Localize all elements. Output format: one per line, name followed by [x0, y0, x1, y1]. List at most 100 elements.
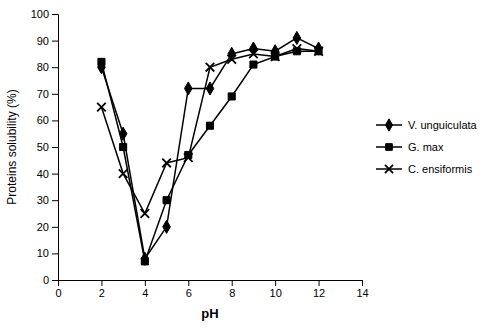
tick-mark — [52, 174, 58, 175]
legend-label: V. unguiculata — [408, 119, 478, 131]
tick: 40 — [37, 168, 58, 180]
tick-mark — [52, 253, 58, 254]
tick: 100 — [31, 8, 58, 20]
plot: 0 2 4 6 8 10 12 14 0 10 20 30 40 50 60 70 80 90 100 — [31, 8, 369, 299]
line — [101, 51, 318, 261]
tick-label: 8 — [229, 287, 235, 299]
point — [315, 42, 323, 55]
point — [228, 93, 235, 100]
tick-mark — [52, 94, 58, 95]
point — [271, 52, 280, 61]
tick-label: 14 — [356, 287, 368, 299]
series-layer — [97, 31, 323, 265]
point — [162, 159, 171, 168]
point — [119, 169, 128, 178]
tick-mark — [362, 280, 363, 286]
tick: 0 — [55, 280, 61, 299]
tick-mark — [52, 14, 58, 15]
point — [120, 143, 127, 150]
tick-label: 30 — [37, 194, 49, 206]
y-axis-title: Proteins solubility (%) — [5, 89, 19, 204]
point — [97, 103, 106, 112]
point — [141, 209, 150, 218]
tick: 60 — [37, 114, 58, 126]
tick-label: 0 — [55, 287, 61, 299]
tick: 6 — [186, 280, 192, 299]
chart: 0 2 4 6 8 10 12 14 0 10 20 30 40 50 60 70 80 90 100 pH Prote… — [0, 0, 500, 328]
point — [293, 31, 301, 44]
legend-item: G. max — [376, 141, 444, 153]
tick: 2 — [99, 280, 105, 299]
axis-line — [52, 15, 59, 281]
tick-label: 60 — [37, 114, 49, 126]
series — [98, 31, 323, 265]
axis-line — [59, 281, 363, 287]
x-axis-title: pH — [201, 306, 218, 321]
tick-mark — [188, 280, 189, 286]
tick-mark — [52, 120, 58, 121]
legend-label: G. max — [408, 141, 444, 153]
point — [98, 58, 105, 65]
line — [101, 49, 318, 214]
legend: V. unguiculata G. max C. ensiformis — [376, 119, 478, 175]
point — [227, 55, 236, 64]
y-axis: 0 10 20 30 40 50 60 70 80 90 100 — [31, 8, 59, 286]
line — [101, 38, 318, 259]
tick-mark — [52, 67, 58, 68]
point — [163, 197, 170, 204]
legend-marker — [385, 165, 393, 173]
tick: 12 — [313, 280, 325, 299]
legend-item: C. ensiformis — [376, 163, 473, 175]
tick-label: 10 — [37, 247, 49, 259]
x-axis: 0 2 4 6 8 10 12 14 — [55, 280, 368, 299]
point — [250, 61, 257, 68]
point — [163, 220, 171, 233]
tick-label: 20 — [37, 221, 49, 233]
tick-label: 2 — [99, 287, 105, 299]
tick: 70 — [37, 88, 58, 100]
tick-mark — [275, 280, 276, 286]
point — [206, 82, 214, 95]
point — [314, 47, 323, 56]
tick-mark — [232, 280, 233, 286]
point — [249, 50, 258, 59]
tick-label: 50 — [37, 141, 49, 153]
tick-label: 100 — [31, 8, 49, 20]
tick-label: 0 — [43, 274, 49, 286]
point — [184, 82, 192, 95]
tick: 30 — [37, 194, 58, 206]
legend-marker — [386, 144, 393, 151]
tick-label: 40 — [37, 168, 49, 180]
tick-label: 10 — [270, 287, 282, 299]
point — [206, 122, 213, 129]
tick-mark — [52, 147, 58, 148]
tick-mark — [52, 41, 58, 42]
series — [97, 44, 323, 218]
tick-label: 6 — [186, 287, 192, 299]
tick-mark — [52, 200, 58, 201]
tick: 20 — [37, 221, 58, 233]
tick: 50 — [37, 141, 58, 153]
tick-label: 80 — [37, 61, 49, 73]
tick: 8 — [229, 280, 235, 299]
tick-mark — [101, 280, 102, 286]
point — [293, 44, 302, 53]
tick-label: 12 — [313, 287, 325, 299]
tick: 14 — [356, 280, 368, 299]
point — [141, 258, 148, 265]
tick: 4 — [142, 280, 148, 299]
tick-label: 4 — [142, 287, 148, 299]
point — [184, 153, 193, 162]
tick: 90 — [37, 35, 58, 47]
tick-mark — [52, 227, 58, 228]
tick-mark — [52, 280, 58, 281]
legend-label: C. ensiformis — [408, 163, 473, 175]
legend-item: V. unguiculata — [376, 119, 478, 131]
legend-marker — [385, 119, 392, 131]
tick: 0 — [43, 274, 58, 286]
tick-label: 70 — [37, 88, 49, 100]
tick-mark — [319, 280, 320, 286]
tick-mark — [145, 280, 146, 286]
series — [98, 48, 322, 265]
point — [206, 63, 215, 72]
